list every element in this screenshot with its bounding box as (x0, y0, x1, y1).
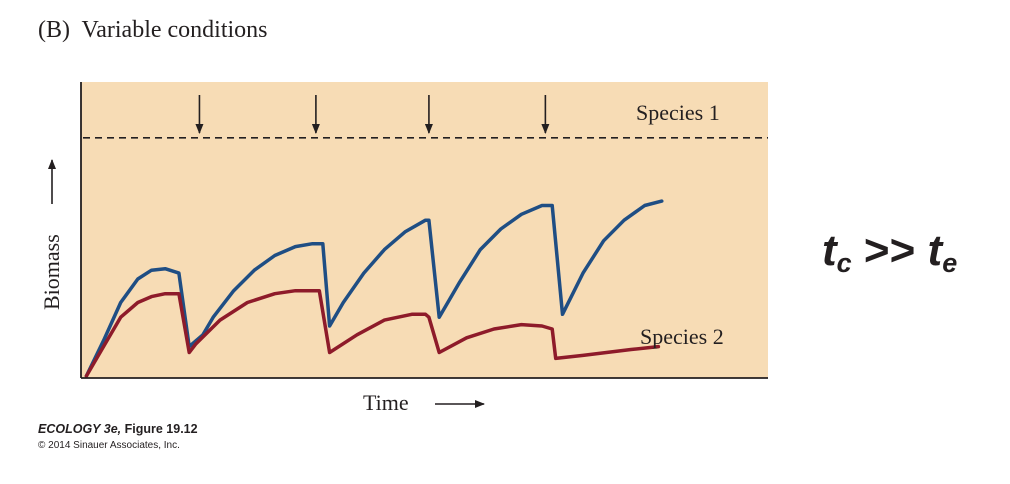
t-e-subscript: e (942, 247, 958, 278)
disturbance-arrows (195, 95, 550, 134)
t-c-subscript: c (836, 247, 852, 278)
x-axis-label: Time (363, 390, 409, 415)
copyright-notice: © 2014 Sinauer Associates, Inc. (38, 440, 180, 451)
time-scale-equation: tc >> te (822, 226, 957, 279)
species-1-label: Species 1 (636, 100, 720, 125)
book-title: ECOLOGY 3e, (38, 422, 122, 436)
much-greater-operator: >> (863, 226, 916, 275)
biomass-chart: Species 1 Species 2 Biomass Time (39, 82, 768, 415)
species-1-line (84, 199, 664, 378)
figure-credit: ECOLOGY 3e, Figure 19.12 (38, 422, 198, 436)
figure-number: Figure 19.12 (124, 422, 198, 436)
y-axis-label: Biomass (39, 234, 64, 310)
t-e-symbol: t (927, 226, 943, 275)
species-2-line (84, 288, 661, 378)
panel-title: (B) Variable conditions (38, 17, 268, 43)
species-2-label: Species 2 (640, 324, 724, 349)
t-c-symbol: t (822, 226, 837, 275)
